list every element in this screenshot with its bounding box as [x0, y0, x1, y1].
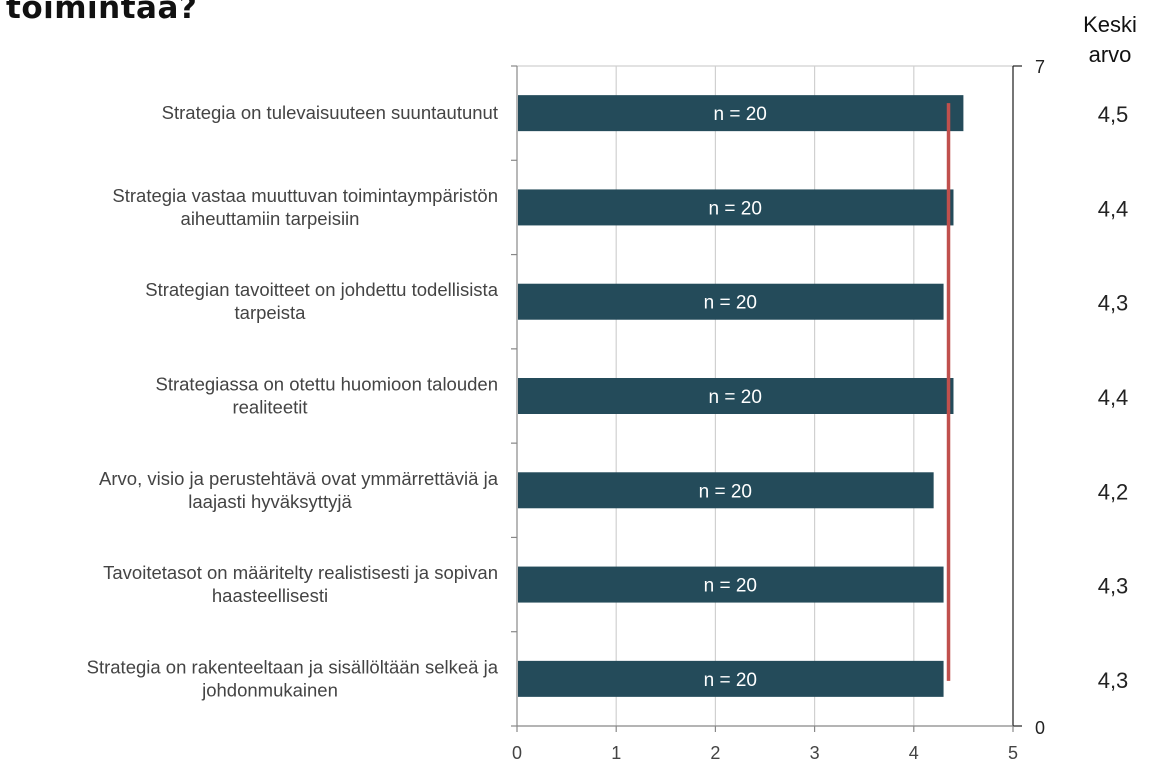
bar-data-label: n = 20	[704, 670, 757, 691]
mean-value-label: 4,3	[1098, 291, 1129, 316]
x-tick-label: 2	[710, 743, 720, 762]
category-label: realiteetit	[232, 397, 307, 418]
bar	[518, 566, 944, 603]
category-label: Strategia on rakenteeltaan ja sisällöltä…	[87, 656, 499, 677]
bar	[518, 378, 954, 414]
bar-data-label: n = 20	[699, 481, 752, 502]
category-label: Strategiassa on otettu huomioon talouden	[156, 374, 499, 395]
mean-value-label: 4,4	[1098, 196, 1129, 221]
category-label: tarpeista	[235, 302, 307, 323]
mean-value-label: 4,3	[1098, 574, 1129, 599]
x-tick-label: 4	[909, 743, 919, 762]
x-tick-label: 3	[810, 743, 820, 762]
category-label: haasteellisesti	[212, 585, 328, 606]
x-tick-label: 1	[611, 743, 621, 762]
mean-value-label: 4,2	[1098, 479, 1129, 504]
bar	[518, 283, 944, 320]
page-title: toimintaa?	[6, 0, 198, 26]
mean-column-header: Keski arvo	[1070, 10, 1150, 70]
mean-header-line1: Keski	[1083, 12, 1137, 37]
mean-value-label: 4,5	[1098, 102, 1129, 127]
secondary-axis-label-top: 7	[1035, 57, 1045, 77]
bar-data-label: n = 20	[714, 104, 767, 125]
category-label: Arvo, visio ja perustehtävä ovat ymmärre…	[99, 468, 499, 489]
bar	[518, 472, 934, 509]
bar	[518, 189, 954, 226]
mean-value-label: 4,4	[1098, 385, 1129, 410]
category-label: aiheuttamiin tarpeisiin	[181, 208, 360, 229]
mean-header-line2: arvo	[1088, 42, 1132, 67]
bar-data-label: n = 20	[709, 387, 762, 408]
secondary-axis-label-bottom: 0	[1035, 718, 1045, 738]
bar-data-label: n = 20	[709, 198, 762, 219]
bar-data-label: n = 20	[704, 576, 757, 597]
mean-value-label: 4,3	[1098, 668, 1129, 693]
bar	[518, 95, 964, 132]
category-label: johdonmukainen	[201, 679, 338, 700]
x-tick-label: 5	[1008, 743, 1018, 762]
category-label: Strategia on tulevaisuuteen suuntautunut	[162, 102, 498, 123]
category-label: laajasti hyväksyttyjä	[188, 491, 352, 512]
bar-data-label: n = 20	[704, 293, 757, 314]
x-tick-label: 0	[512, 743, 522, 762]
category-label: Strategia vastaa muuttuvan toimintaympär…	[112, 185, 498, 206]
category-label: Strategian tavoitteet on johdettu todell…	[145, 279, 498, 300]
category-label: Tavoitetasot on määritelty realistisesti…	[103, 562, 498, 583]
bar	[518, 660, 944, 697]
